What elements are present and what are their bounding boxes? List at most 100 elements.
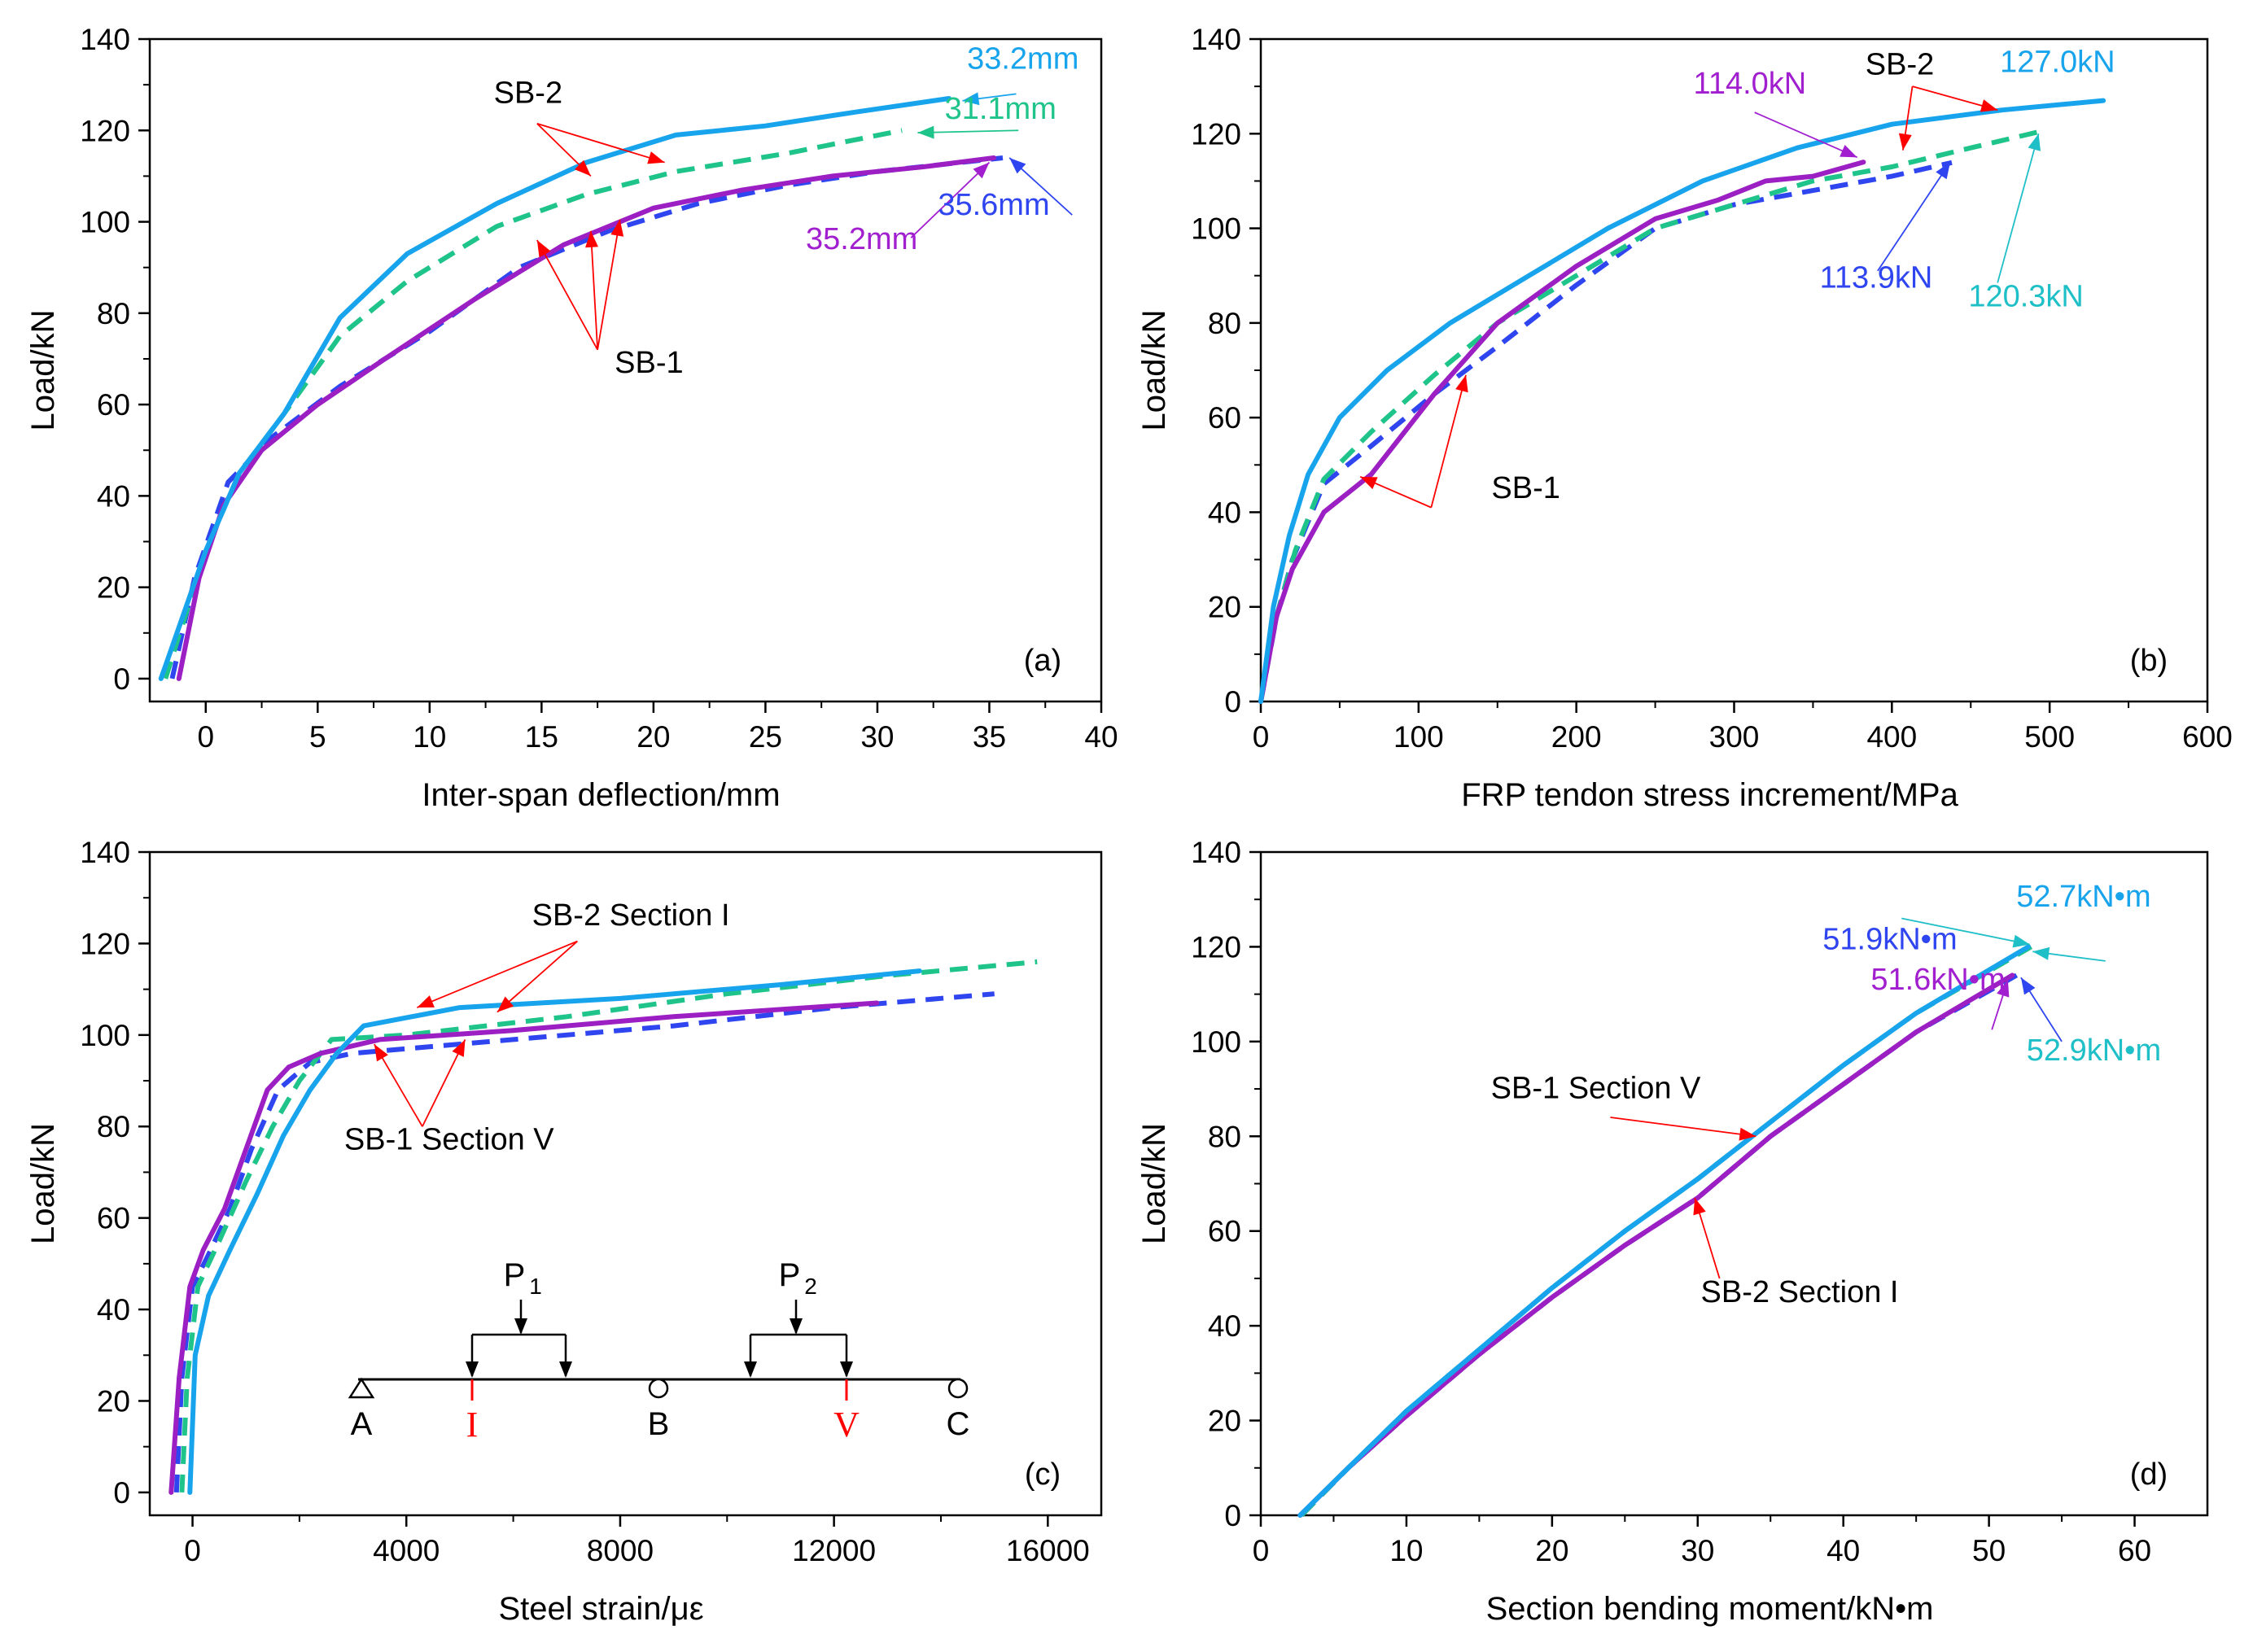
annotation-arrow-a-1-head — [917, 125, 934, 139]
annotation-label-b-5: SB-1 — [1491, 471, 1560, 505]
annotation-arrow-c-1-head — [497, 996, 514, 1012]
panel-d: 0 10 20 30 40 50 60 0 20 40 60 80 100 120 140 Section b… — [1136, 836, 2209, 1627]
spreader-leg-arrow-head — [466, 1361, 479, 1378]
annotation-label-b-4: 120.3kN — [1968, 280, 2084, 314]
x-tick-label-d: 0 — [1253, 1534, 1270, 1567]
y-tick-label-d: 100 — [1191, 1025, 1241, 1059]
annotation-arrow-b-0-head — [1898, 133, 1912, 151]
support-a-pin — [348, 1377, 375, 1399]
beam-schematic: A B CI VP 1 P 2 — [348, 1257, 969, 1444]
annotation-arrow-b-6 — [1430, 374, 1467, 508]
y-tick-label-a: 40 — [97, 479, 130, 513]
panel-label-a: (a) — [1024, 644, 1061, 678]
panel-label-b: (b) — [2130, 644, 2168, 678]
annotation-arrow-a-8 — [597, 219, 621, 350]
y-tick-label-d: 80 — [1208, 1120, 1241, 1153]
series-line-a-2 — [158, 96, 952, 681]
annotation-label-c-0: SB-2 Section I — [532, 898, 730, 933]
annotation-arrow-d-5-head — [1693, 1197, 1706, 1216]
y-tick-label-b: 40 — [1208, 496, 1241, 529]
annotation-arrow-a-5 — [536, 122, 665, 164]
series-line-c-0 — [168, 1000, 880, 1495]
y-tick-label-a: 0 — [113, 662, 130, 696]
x-tick-label-d: 20 — [1535, 1534, 1568, 1567]
panel-label-d: (d) — [2130, 1458, 2168, 1492]
spreader-leg-arrow-head — [559, 1361, 572, 1378]
y-tick-label-c: 20 — [97, 1384, 130, 1418]
annotation-label-b-0: 127.0kN — [2000, 46, 2115, 80]
y-tick-label-a: 100 — [80, 206, 130, 239]
panel-c: 0 4000 8000 12000 16000 0 20 40 60 80 100 120 140 Ste… — [25, 836, 1103, 1627]
annotation-label-a-0: 33.2mm — [967, 42, 1078, 76]
section-label-v: V — [833, 1405, 860, 1444]
y-axis-label-c: Load/kN — [25, 1123, 61, 1244]
y-tick-label-b: 60 — [1208, 401, 1241, 435]
y-tick-label-b: 120 — [1191, 117, 1241, 151]
x-tick-label-d: 50 — [1972, 1534, 2006, 1567]
annotation-arrow-c-3-head — [452, 1039, 466, 1057]
annotation-arrow-d-3-head — [2020, 977, 2036, 995]
y-tick-label-a: 80 — [97, 297, 130, 330]
y-axis-label-d: Load/kN — [1136, 1123, 1172, 1244]
annotation-arrow-a-7 — [589, 230, 599, 350]
x-tick-label-c: 8000 — [587, 1534, 654, 1567]
x-axis-label-a: Inter-span deflection/mm — [422, 777, 780, 813]
series-line-d-3 — [1299, 944, 2032, 1518]
y-tick-label-b: 80 — [1208, 307, 1241, 340]
annotation-arrow-a-0-head — [962, 92, 980, 106]
x-tick-label-d: 40 — [1826, 1534, 1860, 1567]
annotation-label-d-2: 51.6kN•m — [1870, 963, 2005, 997]
y-tick-label-d: 40 — [1208, 1309, 1241, 1343]
series-line-d-2 — [1297, 944, 2031, 1518]
annotation-label-a-2: 35.6mm — [938, 188, 1049, 222]
annotation-arrow-c-0-head — [417, 995, 435, 1008]
annotation-arrow-a-7-head — [585, 230, 598, 248]
x-tick-label-a: 5 — [309, 720, 326, 754]
annotation-arrow-b-5-head — [1360, 476, 1378, 490]
load-label: P — [504, 1257, 526, 1293]
annotation-arrow-b-6-head — [1455, 374, 1468, 393]
x-tick-label-b: 500 — [2024, 720, 2075, 754]
annotation-label-d-3: 52.9kN•m — [2027, 1034, 2161, 1068]
annotation-arrow-b-4 — [1997, 133, 2040, 283]
x-tick-label-b: 400 — [1866, 720, 1917, 754]
annotation-arrow-b-4-head — [2028, 133, 2041, 151]
x-axis-label-b: FRP tendon stress increment/MPa — [1461, 777, 1958, 813]
series-line-b-3 — [1258, 129, 2038, 702]
annotation-label-b-3: 113.9kN — [1820, 260, 1933, 295]
load-label: P — [779, 1257, 801, 1293]
series-line-b-1 — [1258, 160, 1953, 702]
x-axis-label-c: Steel strain/με — [498, 1591, 703, 1627]
annotation-arrow-c-0 — [417, 940, 578, 1008]
annotation-arrow-a-6-head — [536, 240, 551, 258]
y-tick-label-a: 140 — [80, 23, 130, 56]
x-tick-label-a: 25 — [749, 720, 782, 754]
support-c-roller — [947, 1378, 969, 1399]
x-tick-label-b: 300 — [1709, 720, 1760, 754]
spreader-leg-arrow-head — [840, 1361, 853, 1378]
annotation-arrow-a-3 — [910, 161, 991, 238]
y-tick-label-d: 60 — [1208, 1215, 1241, 1248]
x-tick-label-a: 15 — [525, 720, 558, 754]
support-b-roller — [648, 1378, 669, 1399]
annotation-arrow-b-2 — [1754, 111, 1858, 159]
panel-b: 0 100 200 300 400 500 600 0 20 40 60 80 100 120 140 FRP… — [1136, 23, 2233, 813]
annotation-arrow-c-1 — [497, 940, 578, 1013]
annotation-label-d-5: SB-2 Section I — [1701, 1275, 1899, 1309]
y-tick-label-c: 40 — [97, 1293, 130, 1326]
x-tick-label-b: 0 — [1253, 720, 1270, 754]
y-tick-label-d: 20 — [1208, 1405, 1241, 1438]
x-tick-label-c: 4000 — [373, 1534, 440, 1567]
annotation-arrow-a-5-head — [647, 151, 665, 164]
load-arrow-head — [514, 1318, 527, 1335]
series-line-d-0 — [1297, 972, 2015, 1518]
y-tick-label-d: 120 — [1191, 930, 1241, 964]
x-axis-label-d: Section bending moment/kN•m — [1486, 1591, 1934, 1627]
spreader-leg-arrow-head — [744, 1361, 757, 1378]
y-tick-label-c: 60 — [97, 1202, 130, 1235]
plot-frame-a — [148, 37, 1103, 703]
